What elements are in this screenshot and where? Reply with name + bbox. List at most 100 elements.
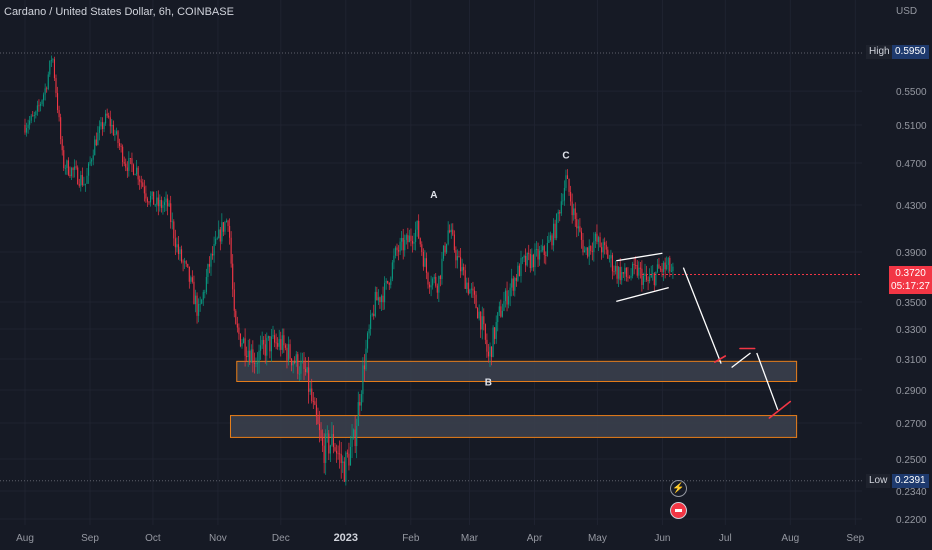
chart-title: Cardano / United States Dollar, 6h, COIN… — [4, 6, 234, 18]
candle-body — [221, 222, 223, 242]
candle — [633, 257, 635, 275]
candle — [515, 273, 517, 287]
candle-body — [163, 202, 166, 206]
candle — [80, 170, 82, 192]
candle-body — [577, 226, 579, 229]
candle — [270, 328, 272, 362]
candle — [95, 132, 97, 147]
candle — [236, 316, 238, 333]
candle — [74, 159, 76, 178]
candle-body — [219, 229, 221, 242]
candle — [659, 265, 662, 273]
candle-body — [227, 220, 229, 226]
y-tick-label: 0.2200 — [896, 515, 927, 526]
candle — [604, 237, 606, 255]
candle — [353, 428, 355, 440]
candle-body — [659, 268, 662, 270]
wave-label: A — [430, 190, 437, 201]
candle-body — [641, 268, 643, 285]
candle — [173, 219, 175, 246]
candle — [514, 276, 516, 297]
candle-body — [145, 193, 147, 199]
candle-body — [202, 292, 204, 300]
candle — [411, 235, 414, 253]
candle-body — [106, 113, 108, 116]
candle-body — [393, 255, 395, 263]
candle-body — [449, 230, 451, 233]
candle-body — [478, 311, 480, 319]
candle-body — [328, 433, 330, 454]
candle-body — [345, 452, 347, 482]
candle-body — [38, 105, 40, 107]
us-flag-icon[interactable] — [670, 502, 687, 519]
candle-body — [235, 310, 237, 324]
candle — [348, 442, 350, 471]
candle — [593, 232, 595, 262]
candle — [489, 342, 491, 368]
candle — [314, 397, 316, 406]
candle-body — [602, 242, 604, 253]
candle — [29, 116, 31, 130]
candle — [27, 119, 29, 134]
candle-body — [363, 365, 365, 370]
candle-body — [610, 255, 612, 259]
candle — [202, 289, 204, 306]
candle — [75, 160, 77, 170]
candle-body — [139, 179, 141, 182]
candle — [177, 236, 179, 260]
candle-body — [29, 120, 31, 125]
y-tick-label: 0.5500 — [896, 87, 927, 98]
candle-body — [305, 369, 307, 373]
candle — [548, 232, 550, 243]
candle-body — [126, 167, 128, 171]
candle — [608, 254, 610, 263]
candle-body — [208, 264, 210, 267]
candle-body — [467, 282, 469, 294]
candle-body — [503, 301, 505, 311]
candle-body — [539, 250, 541, 260]
candle-body — [196, 295, 198, 316]
candle-body — [418, 220, 420, 239]
currency-label[interactable]: USD — [896, 6, 918, 17]
candle — [501, 303, 503, 318]
candle — [349, 436, 352, 466]
candle — [252, 340, 254, 373]
candle — [174, 229, 176, 255]
candle-body — [101, 122, 104, 130]
candle — [466, 277, 468, 293]
candle-body — [46, 88, 48, 90]
candle — [463, 263, 465, 276]
candle — [58, 105, 60, 122]
interval-label[interactable]: 6h — [158, 6, 171, 18]
candle-body — [185, 261, 187, 264]
candle-body — [27, 124, 29, 128]
candle-body — [109, 117, 111, 127]
candle-body — [365, 348, 367, 370]
candle-body — [473, 290, 476, 295]
candle-body — [179, 249, 181, 255]
candle-body — [624, 267, 626, 274]
candle — [517, 262, 519, 282]
candle-body — [374, 291, 376, 317]
candle — [422, 248, 424, 271]
candle — [222, 221, 224, 237]
candle-body — [287, 344, 290, 361]
candle — [570, 185, 572, 206]
candle — [630, 268, 632, 281]
candle-body — [542, 246, 544, 251]
candle-body — [64, 167, 66, 169]
candle — [438, 275, 440, 303]
candle — [396, 243, 398, 257]
candle-body — [44, 88, 46, 95]
candle — [241, 338, 243, 349]
candle — [145, 185, 147, 203]
candle-body — [182, 261, 184, 263]
candle — [553, 218, 555, 252]
candle — [160, 196, 162, 213]
candle — [432, 277, 434, 290]
candle-body — [277, 343, 279, 347]
candle — [644, 263, 646, 283]
lightning-icon[interactable]: ⚡ — [670, 480, 687, 497]
candle-body — [376, 291, 378, 301]
